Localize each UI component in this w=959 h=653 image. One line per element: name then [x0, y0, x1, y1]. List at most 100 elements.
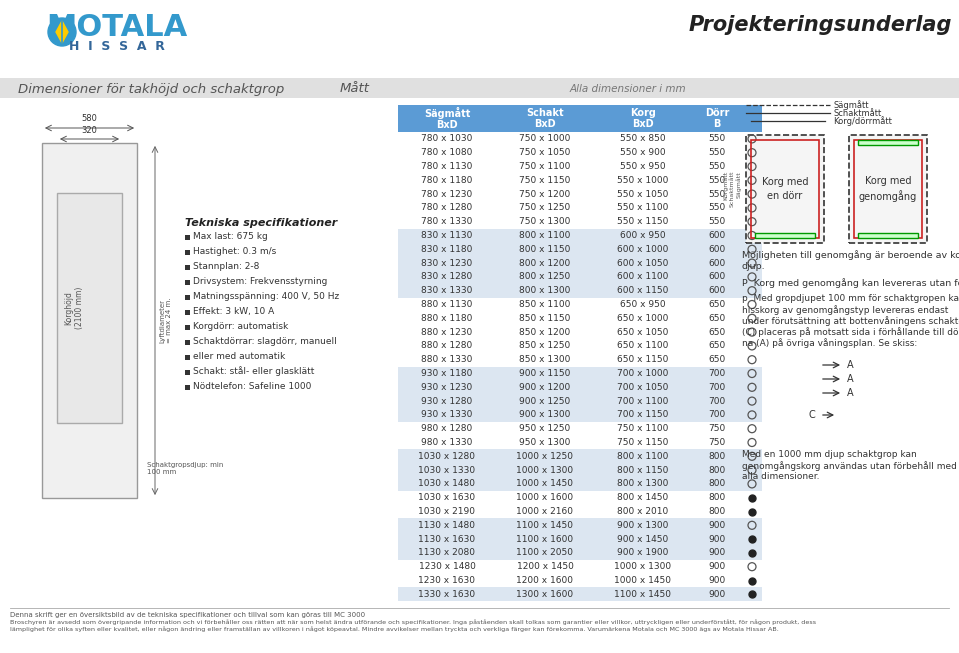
Text: 750 x 1100: 750 x 1100 [520, 162, 571, 171]
Bar [398, 146, 762, 159]
Text: 650 x 950: 650 x 950 [620, 300, 666, 309]
Text: 550 x 900: 550 x 900 [620, 148, 666, 157]
Text: 550: 550 [709, 217, 726, 226]
Text: Denna skrift ger en översiktsbild av de tekniska specifikationer och tillval som: Denna skrift ger en översiktsbild av de … [10, 612, 365, 618]
Text: 880 x 1230: 880 x 1230 [421, 328, 473, 336]
Bar [398, 366, 762, 381]
Text: 800: 800 [709, 479, 726, 488]
Text: 320: 320 [82, 126, 98, 135]
Text: Schakt
BxD: Schakt BxD [526, 108, 564, 129]
Text: MOTALA: MOTALA [46, 14, 188, 42]
Text: 1130 x 1630: 1130 x 1630 [418, 535, 476, 543]
Bar [746, 135, 824, 243]
Text: 700 x 1150: 700 x 1150 [618, 410, 668, 419]
Text: 780 x 1080: 780 x 1080 [421, 148, 473, 157]
Bar [398, 339, 762, 353]
Text: alla dimensioner.: alla dimensioner. [742, 472, 820, 481]
Bar [398, 560, 762, 573]
Text: 550 x 850: 550 x 850 [620, 135, 666, 144]
Text: 600: 600 [709, 272, 726, 281]
Text: 800: 800 [709, 466, 726, 475]
Bar [398, 325, 762, 339]
Text: 1330 x 1630: 1330 x 1630 [418, 590, 476, 599]
Bar [398, 353, 762, 366]
Text: 780 x 1230: 780 x 1230 [421, 189, 473, 199]
Text: 880 x 1130: 880 x 1130 [421, 300, 473, 309]
Text: 880 x 1330: 880 x 1330 [421, 355, 473, 364]
Text: 550 x 1100: 550 x 1100 [618, 203, 668, 212]
Text: 850 x 1200: 850 x 1200 [520, 328, 571, 336]
Text: 800: 800 [709, 507, 726, 516]
Text: 850 x 1150: 850 x 1150 [520, 314, 571, 323]
Bar [185, 234, 190, 240]
Text: 600: 600 [709, 286, 726, 295]
Text: 700: 700 [709, 383, 726, 392]
Bar [398, 105, 762, 132]
Text: 930 x 1330: 930 x 1330 [421, 410, 473, 419]
Text: 900 x 1300: 900 x 1300 [618, 521, 668, 530]
Text: 750 x 1050: 750 x 1050 [520, 148, 571, 157]
Text: Korg med
genomgång: Korg med genomgång [859, 176, 917, 202]
Text: Med en 1000 mm djup schaktgrop kan: Med en 1000 mm djup schaktgrop kan [742, 450, 917, 459]
Text: 650 x 1050: 650 x 1050 [618, 328, 668, 336]
Text: Sägmått: Sägmått [833, 100, 869, 110]
Bar [398, 491, 762, 505]
Bar [0, 0, 959, 78]
Text: 1230 x 1630: 1230 x 1630 [418, 576, 476, 585]
Text: eller med automatik: eller med automatik [193, 352, 285, 361]
Text: Korg
BxD: Korg BxD [630, 108, 656, 129]
Text: Schaktmått: Schaktmått [833, 108, 881, 118]
Text: 750: 750 [709, 424, 726, 433]
Bar [398, 505, 762, 518]
Text: 650: 650 [709, 314, 726, 323]
Text: 700: 700 [709, 410, 726, 419]
Text: H  I  S  S  A  R: H I S S A R [69, 39, 165, 52]
Text: Korgmått
Schaktmått
Sägmått: Korgmått Schaktmått Sägmått [723, 170, 742, 207]
Text: 800 x 1150: 800 x 1150 [618, 466, 668, 475]
Text: 550 x 950: 550 x 950 [620, 162, 666, 171]
Text: 1100 x 1450: 1100 x 1450 [517, 521, 573, 530]
Text: 800 x 2010: 800 x 2010 [618, 507, 668, 516]
Bar [185, 295, 190, 300]
Text: 830 x 1230: 830 x 1230 [421, 259, 473, 268]
Text: 750 x 1200: 750 x 1200 [520, 189, 571, 199]
Text: 1000 x 1450: 1000 x 1450 [615, 576, 671, 585]
Bar [185, 370, 190, 375]
Bar [185, 340, 190, 345]
Text: 800 x 1300: 800 x 1300 [520, 286, 571, 295]
Circle shape [48, 18, 76, 46]
Text: 1100 x 1450: 1100 x 1450 [615, 590, 671, 599]
Text: 1000 x 2160: 1000 x 2160 [517, 507, 573, 516]
Text: P  Korg med genomgång kan levereras utan förbehåll: P Korg med genomgång kan levereras utan … [742, 278, 959, 288]
Text: 1000 x 1600: 1000 x 1600 [517, 493, 573, 502]
Bar [185, 264, 190, 270]
Text: 900: 900 [709, 535, 726, 543]
Bar [858, 140, 918, 145]
Text: 900 x 1250: 900 x 1250 [520, 396, 571, 406]
Text: 880 x 1280: 880 x 1280 [421, 342, 473, 351]
Text: na (A) på övriga våningsplan. Se skiss:: na (A) på övriga våningsplan. Se skiss: [742, 338, 917, 348]
Bar [854, 140, 922, 238]
Text: 1030 x 2190: 1030 x 2190 [418, 507, 476, 516]
Text: 600: 600 [709, 245, 726, 254]
Text: 550 x 1000: 550 x 1000 [618, 176, 668, 185]
Bar [398, 518, 762, 532]
Text: 650 x 1000: 650 x 1000 [618, 314, 668, 323]
Text: 830 x 1130: 830 x 1130 [421, 231, 473, 240]
Text: A: A [847, 374, 854, 384]
Text: 780 x 1280: 780 x 1280 [421, 203, 473, 212]
Text: 800 x 1250: 800 x 1250 [520, 272, 571, 281]
Text: 1100 x 1600: 1100 x 1600 [517, 535, 573, 543]
Text: Broschyren är avsedd som övergripande information och vi förbehåller oss rätten : Broschyren är avsedd som övergripande in… [10, 619, 816, 625]
Bar [185, 249, 190, 255]
Text: hisskorg av genomgångstyp levereras endast: hisskorg av genomgångstyp levereras enda… [742, 305, 948, 315]
Text: 650: 650 [709, 328, 726, 336]
Text: 600 x 1050: 600 x 1050 [618, 259, 668, 268]
Text: 1030 x 1480: 1030 x 1480 [418, 479, 476, 488]
Text: 550 x 1150: 550 x 1150 [618, 217, 668, 226]
Text: Korgdörr: automatisk: Korgdörr: automatisk [193, 322, 289, 331]
Bar [185, 310, 190, 315]
Bar [398, 408, 762, 422]
Text: A: A [847, 388, 854, 398]
Text: 1000 x 1300: 1000 x 1300 [615, 562, 671, 571]
